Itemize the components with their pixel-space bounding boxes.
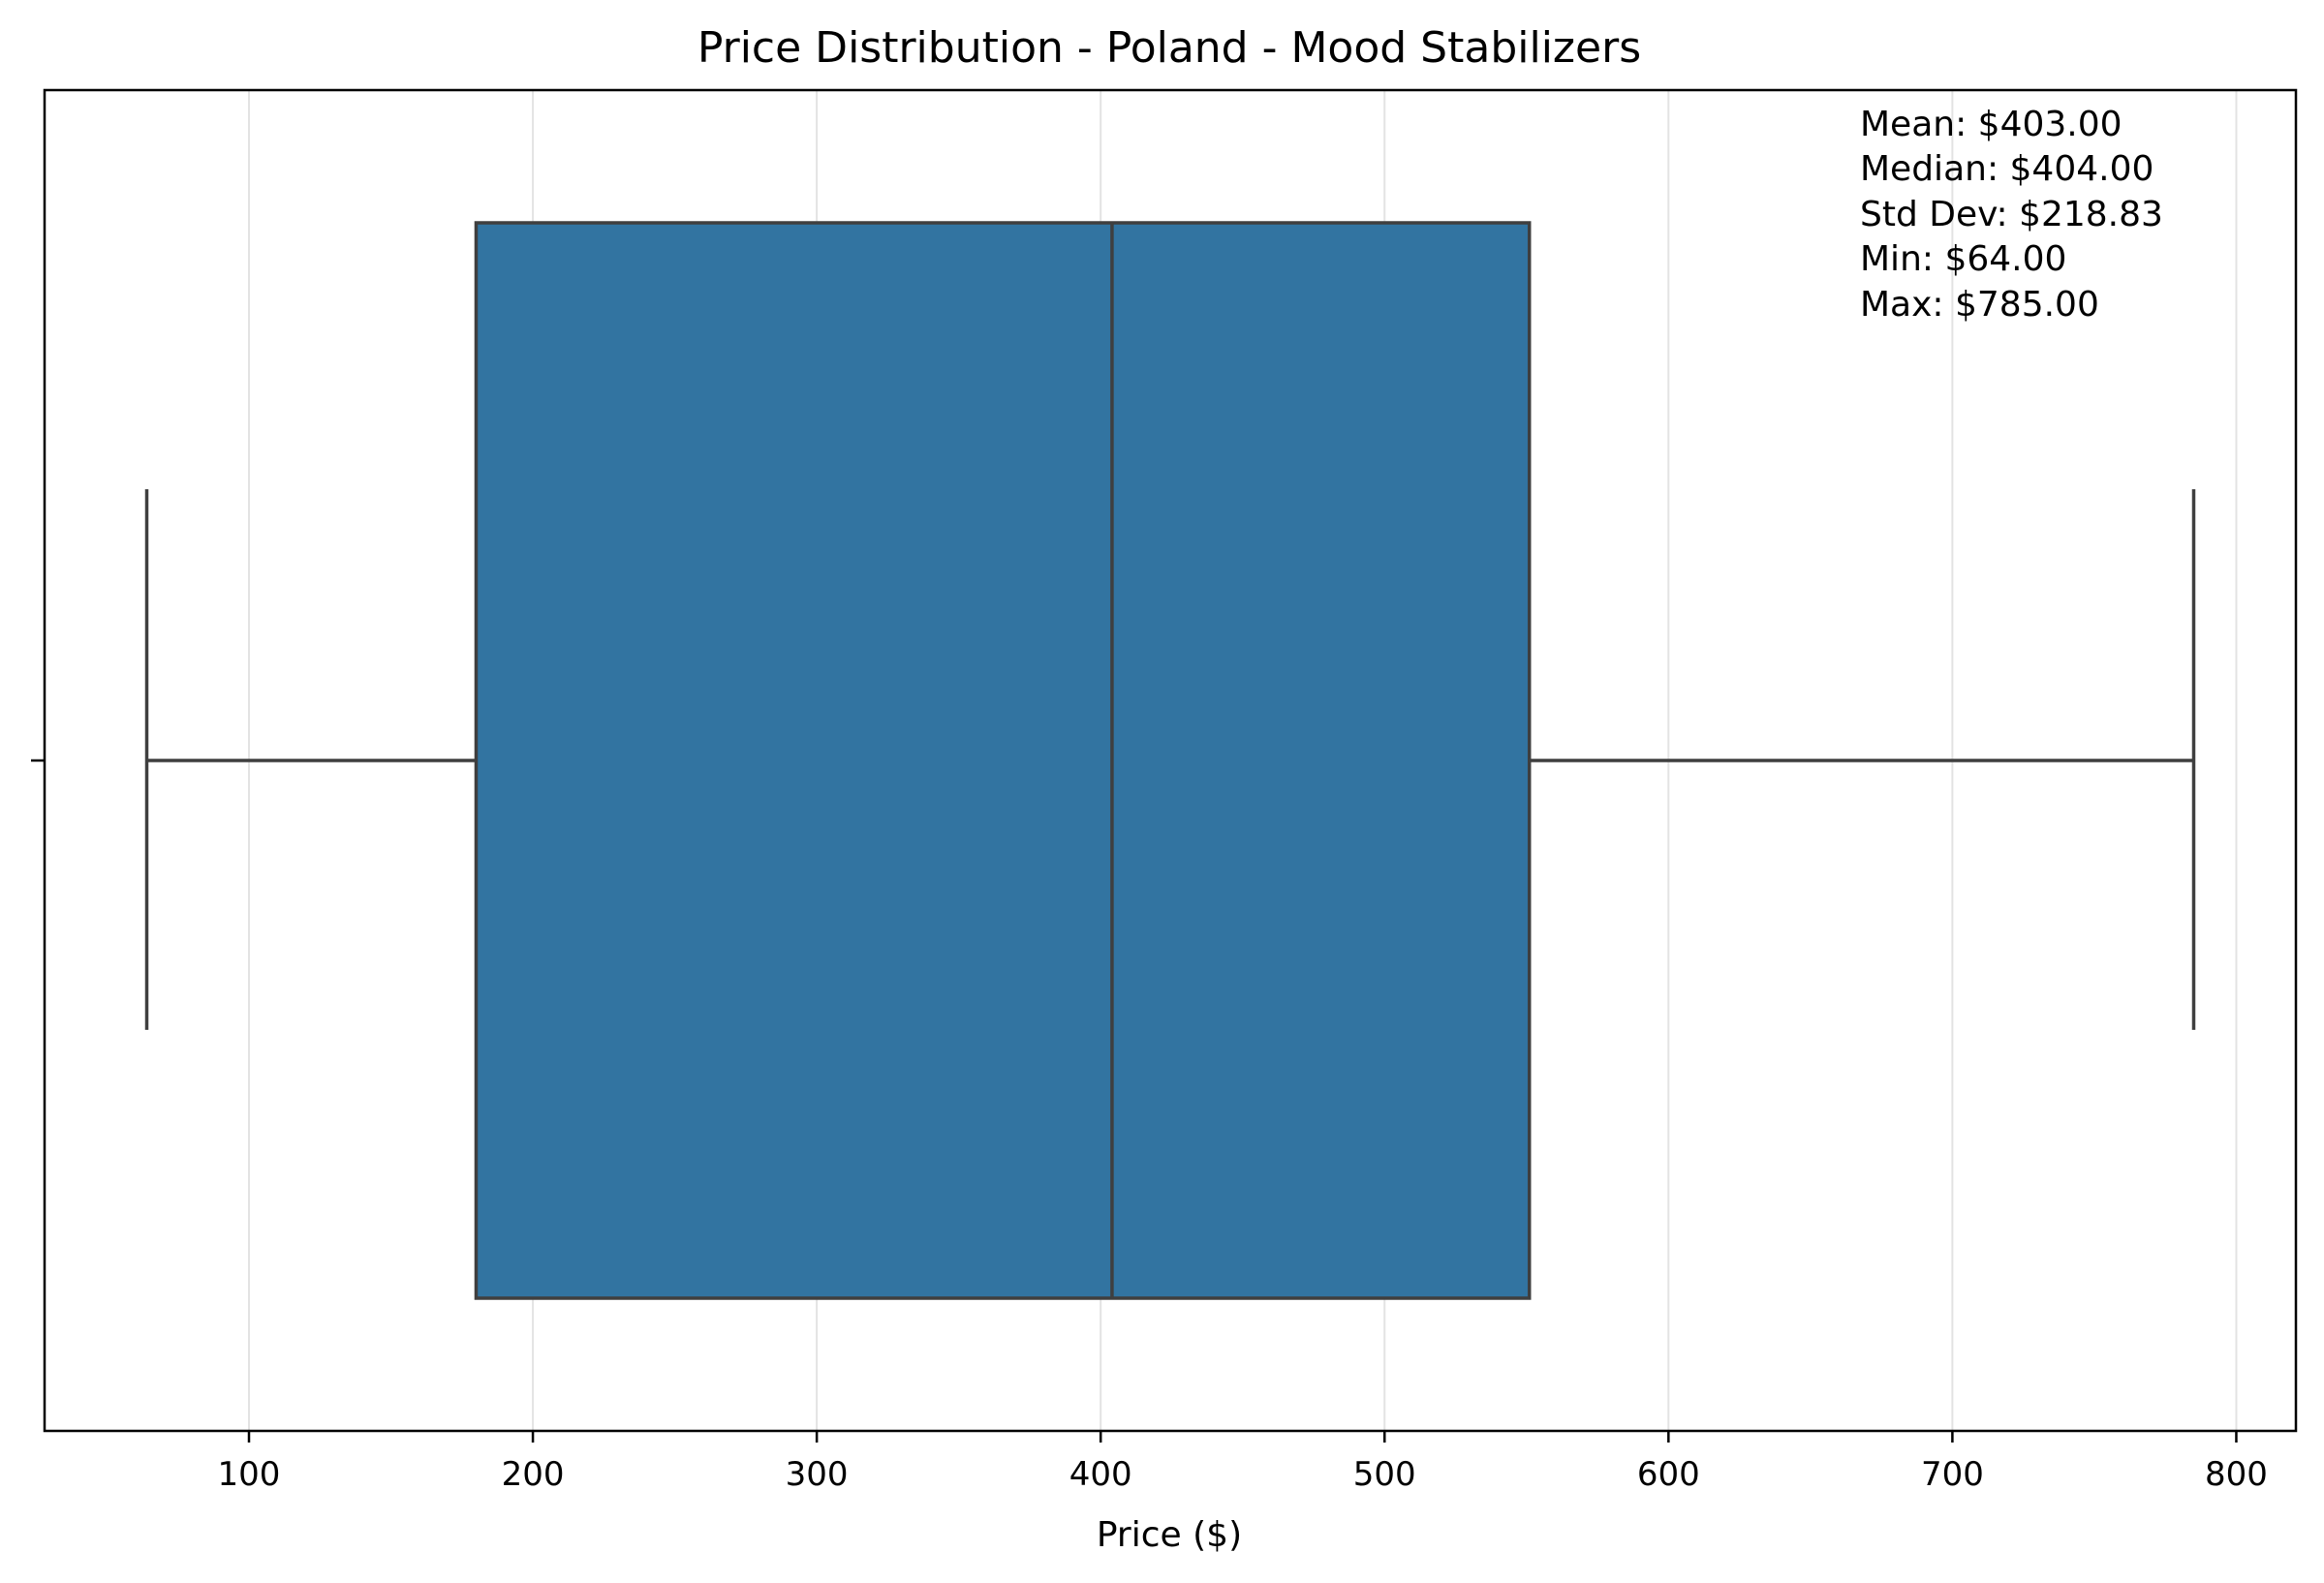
chart-title: Price Distribution - Poland - Mood Stabi… [697, 23, 1641, 73]
stats-std-dev: Std Dev: $218.83 [1860, 195, 2163, 234]
stats-max: Max: $785.00 [1860, 285, 2099, 325]
summary-stats-box: Mean: $403.00 Median: $404.00 Std Dev: $… [1860, 105, 2163, 325]
stats-median: Median: $404.00 [1860, 149, 2154, 189]
x-tick-label-200: 200 [502, 1455, 565, 1494]
x-tick-label-400: 400 [1069, 1455, 1132, 1494]
x-tick-label-600: 600 [1637, 1455, 1700, 1494]
x-tick-label-100: 100 [218, 1455, 281, 1494]
iqr-box [474, 221, 1532, 1300]
x-tick-label-500: 500 [1353, 1455, 1416, 1494]
x-axis-label: Price ($) [1097, 1515, 1242, 1555]
x-tick-label-300: 300 [786, 1455, 849, 1494]
box-plot [144, 221, 2196, 1300]
stats-mean: Mean: $403.00 [1860, 105, 2123, 144]
x-tick-label-700: 700 [1921, 1455, 1984, 1494]
stats-min: Min: $64.00 [1860, 239, 2066, 279]
x-axis-ticks: 100 200 300 400 500 600 700 800 [218, 1431, 2268, 1494]
x-tick-label-800: 800 [2205, 1455, 2268, 1494]
